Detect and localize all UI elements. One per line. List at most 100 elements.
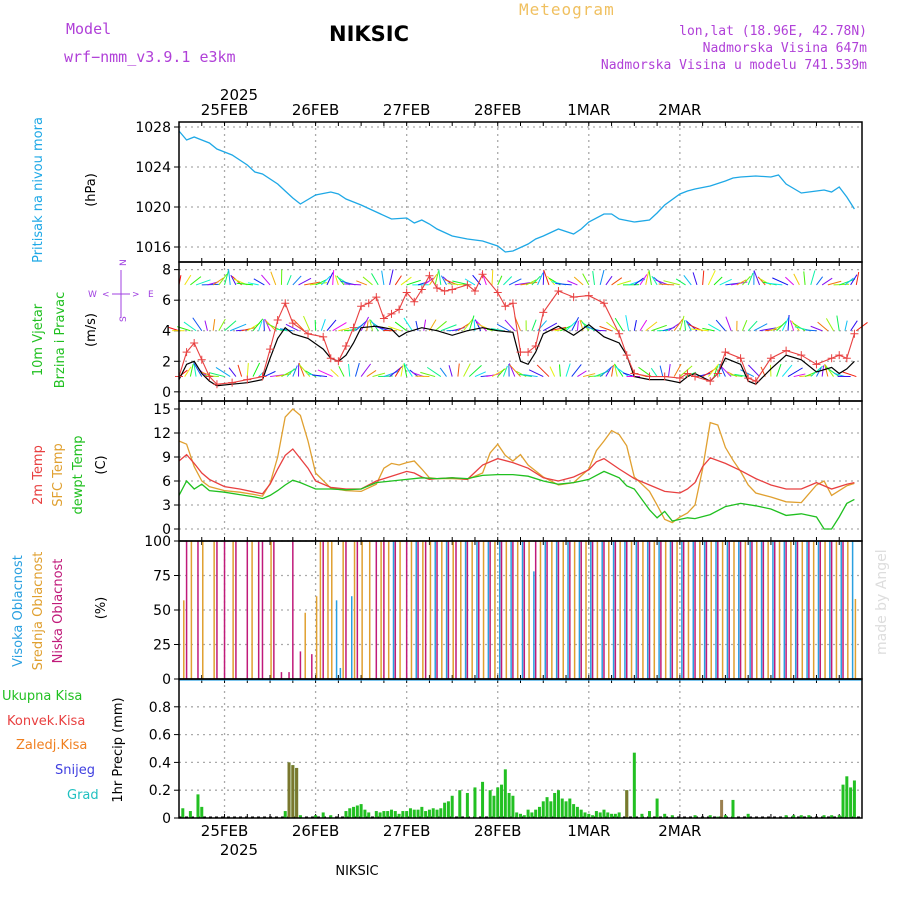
wind-arrow: [842, 371, 857, 378]
wind-arrow: [497, 368, 505, 377]
precip-bar: [572, 804, 576, 818]
gust-marker: [850, 329, 859, 338]
gust-marker: [243, 375, 252, 384]
wind-arrow: [394, 321, 407, 332]
precip-bar: [188, 811, 192, 818]
gust-marker: [304, 329, 313, 338]
wind-arrow: [787, 367, 803, 377]
wind-arrow: [275, 328, 288, 332]
gust-marker: [448, 285, 457, 294]
wind-arrow: [803, 271, 806, 285]
wind-arrow: [651, 275, 658, 286]
wind-arrow: [270, 271, 277, 286]
wind-arrow: [286, 275, 292, 286]
wind-arrow: [230, 274, 237, 286]
wind-arrow: [634, 277, 644, 286]
precip-bar: [746, 813, 750, 818]
wind-arrow: [304, 281, 321, 286]
y-tick-label: 6: [162, 474, 171, 490]
precip-bar: [367, 812, 371, 818]
precip-bar: [348, 808, 352, 818]
precip-bar: [640, 813, 644, 818]
precip-bar: [363, 809, 367, 818]
wind-arrow: [766, 282, 783, 286]
wind-arrow: [679, 365, 693, 377]
precip-bar: [397, 813, 401, 818]
precip-bar: [386, 811, 390, 818]
gust-marker: [782, 346, 791, 355]
precip-bar: [473, 787, 477, 818]
wind-arrow: [827, 280, 842, 286]
wind-arrow: [772, 277, 789, 286]
wind-arrow: [565, 363, 571, 377]
precip-bar: [465, 792, 469, 818]
wind-arrow: [230, 323, 247, 332]
gust-marker: [402, 288, 411, 297]
wind-arrow: [667, 363, 671, 377]
precip-bar: [807, 815, 811, 818]
gust-marker: [554, 287, 563, 296]
wind-arrow: [683, 275, 692, 286]
wind-ylabel-a: 10m Vjetar: [31, 303, 46, 376]
x-label-top: 27FEB: [383, 101, 430, 119]
wind-arrow: [224, 270, 229, 286]
gust-marker: [501, 302, 510, 311]
wind-arrow: [836, 315, 840, 331]
wind-arrow: [224, 320, 237, 332]
wind-arrow: [502, 365, 508, 377]
wind-arrow: [753, 270, 761, 286]
wind-arrow: [215, 366, 231, 377]
wind-arrow: [747, 272, 754, 286]
wind-arrow: [663, 280, 680, 286]
wind-arrow: [582, 273, 590, 286]
wind-arrow: [787, 314, 790, 331]
wind-arrow: [440, 275, 447, 286]
wind-arrow: [360, 316, 370, 331]
y-tick-label: 25: [153, 638, 171, 654]
wind-arrow: [258, 321, 263, 331]
wind-arrow: [528, 369, 544, 378]
wind-arrow: [434, 320, 447, 332]
x-label-top: 1MAR: [567, 101, 610, 119]
wind-arrow: [781, 364, 793, 377]
precip-bar: [443, 802, 447, 818]
wind-arrow: [468, 315, 475, 331]
precip-bar: [852, 780, 856, 818]
legend-total-precip: Ukupna Kisa: [2, 689, 82, 704]
precip-bar: [568, 798, 572, 818]
y-tick-label: 4: [162, 324, 171, 340]
precip-bar: [431, 808, 435, 818]
wind-arrow: [426, 366, 442, 377]
wind-arrow: [491, 270, 494, 285]
gust-marker: [539, 308, 548, 317]
wind-arrow: [571, 364, 582, 377]
precip-bar: [708, 815, 712, 818]
wind-arrow: [403, 363, 408, 377]
wind-arrow: [508, 278, 522, 286]
wind-arrow: [792, 322, 806, 332]
precip-bar: [670, 815, 674, 818]
wind-arrow: [423, 319, 427, 331]
wind-arrow: [298, 363, 311, 377]
gust-marker: [281, 299, 290, 308]
station-title: NIKSIC: [329, 22, 410, 46]
gust-marker: [197, 355, 206, 364]
gust-marker: [341, 342, 350, 351]
y-tick-label: 100: [144, 534, 171, 550]
wind-arrow: [702, 327, 715, 332]
y-tick-label: 0: [162, 811, 171, 827]
wind-arrow: [246, 363, 249, 377]
precip-bar: [606, 812, 610, 818]
wind-arrow: [543, 269, 550, 286]
y-tick-label: 1024: [135, 160, 171, 176]
legend-conv-precip: Konvek.Kisa: [7, 714, 85, 729]
gust-marker: [516, 348, 525, 357]
gust-marker: [766, 354, 775, 363]
precip-bar: [598, 812, 602, 818]
wind-arrow: [816, 367, 822, 377]
precip-bar: [560, 798, 564, 818]
precip-bar: [196, 794, 200, 818]
cloud-ylabel-a: Visoka Oblacnost: [11, 555, 26, 667]
wind-arrow: [839, 278, 856, 286]
